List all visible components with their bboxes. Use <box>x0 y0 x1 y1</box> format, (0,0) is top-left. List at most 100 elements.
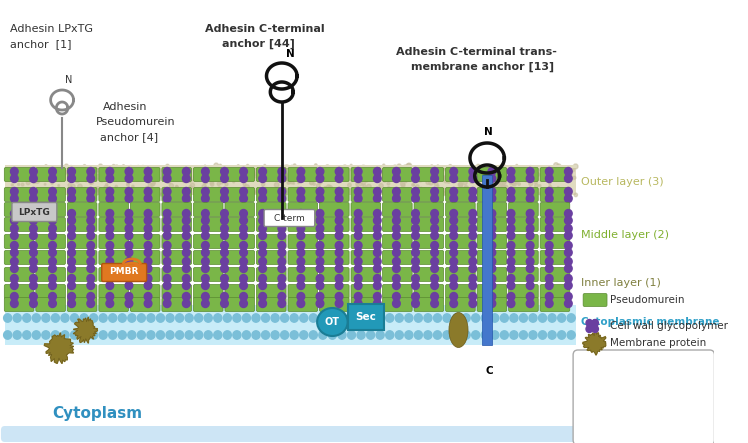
FancyBboxPatch shape <box>194 250 223 264</box>
FancyBboxPatch shape <box>99 234 129 249</box>
Circle shape <box>510 331 518 339</box>
Circle shape <box>237 165 239 167</box>
Circle shape <box>221 292 228 300</box>
Circle shape <box>290 314 298 322</box>
Circle shape <box>49 292 56 300</box>
Circle shape <box>431 299 438 307</box>
Circle shape <box>252 314 260 322</box>
Circle shape <box>565 175 572 183</box>
Circle shape <box>325 171 330 175</box>
Circle shape <box>358 188 363 193</box>
Circle shape <box>271 331 279 339</box>
Circle shape <box>159 177 160 179</box>
Circle shape <box>316 281 324 289</box>
Circle shape <box>488 225 496 233</box>
Circle shape <box>10 210 18 218</box>
Circle shape <box>150 176 155 181</box>
FancyBboxPatch shape <box>351 298 381 311</box>
Circle shape <box>416 185 419 188</box>
Circle shape <box>319 192 322 196</box>
Circle shape <box>548 185 552 189</box>
Circle shape <box>552 168 555 171</box>
Circle shape <box>297 175 304 183</box>
FancyBboxPatch shape <box>162 202 191 217</box>
Circle shape <box>121 167 123 170</box>
Circle shape <box>144 232 152 240</box>
FancyBboxPatch shape <box>102 264 147 281</box>
FancyBboxPatch shape <box>225 284 254 299</box>
Circle shape <box>335 167 343 175</box>
Circle shape <box>367 314 375 322</box>
Circle shape <box>240 187 248 195</box>
Circle shape <box>382 168 387 173</box>
Circle shape <box>488 232 496 240</box>
Circle shape <box>134 166 137 169</box>
Circle shape <box>515 171 517 173</box>
Circle shape <box>411 167 420 175</box>
Circle shape <box>507 257 515 265</box>
Circle shape <box>212 175 216 179</box>
Circle shape <box>87 232 94 240</box>
Circle shape <box>401 190 405 194</box>
FancyBboxPatch shape <box>162 250 191 264</box>
Circle shape <box>533 178 534 179</box>
Circle shape <box>304 169 306 171</box>
Circle shape <box>411 217 420 225</box>
Circle shape <box>450 275 458 283</box>
FancyBboxPatch shape <box>446 218 475 232</box>
Circle shape <box>200 168 204 173</box>
Circle shape <box>544 168 548 171</box>
Circle shape <box>10 217 18 225</box>
Circle shape <box>297 241 304 249</box>
Circle shape <box>99 164 102 168</box>
Circle shape <box>201 217 209 225</box>
FancyBboxPatch shape <box>130 250 160 264</box>
Circle shape <box>118 331 126 339</box>
Circle shape <box>407 163 411 168</box>
Circle shape <box>25 188 28 191</box>
Circle shape <box>431 217 438 225</box>
Circle shape <box>30 217 37 225</box>
Circle shape <box>163 175 171 183</box>
Circle shape <box>297 299 304 307</box>
FancyBboxPatch shape <box>446 187 475 202</box>
Circle shape <box>586 326 592 333</box>
Circle shape <box>95 191 99 195</box>
Circle shape <box>262 168 264 170</box>
Circle shape <box>290 181 293 184</box>
FancyBboxPatch shape <box>99 250 129 264</box>
Circle shape <box>83 172 86 175</box>
FancyBboxPatch shape <box>540 218 570 232</box>
Circle shape <box>297 187 304 195</box>
Circle shape <box>492 184 495 188</box>
Circle shape <box>361 168 364 170</box>
Circle shape <box>278 249 286 256</box>
Circle shape <box>365 192 367 194</box>
Circle shape <box>424 314 432 322</box>
Circle shape <box>99 166 102 170</box>
Circle shape <box>527 241 534 249</box>
Circle shape <box>129 193 132 196</box>
Circle shape <box>321 191 325 195</box>
Circle shape <box>64 164 68 168</box>
Circle shape <box>450 292 458 300</box>
Circle shape <box>335 210 343 218</box>
Circle shape <box>476 164 480 168</box>
Circle shape <box>49 232 56 240</box>
Circle shape <box>393 249 400 256</box>
Circle shape <box>49 241 56 249</box>
Circle shape <box>469 194 476 202</box>
Circle shape <box>225 183 228 186</box>
Circle shape <box>267 189 271 193</box>
Circle shape <box>335 292 343 300</box>
Circle shape <box>240 175 248 183</box>
Circle shape <box>316 292 324 300</box>
Circle shape <box>14 166 18 170</box>
Circle shape <box>13 331 21 339</box>
FancyBboxPatch shape <box>36 234 65 249</box>
Circle shape <box>395 177 397 179</box>
Circle shape <box>87 175 94 183</box>
Circle shape <box>527 225 534 233</box>
Circle shape <box>463 180 468 185</box>
Circle shape <box>565 249 572 256</box>
